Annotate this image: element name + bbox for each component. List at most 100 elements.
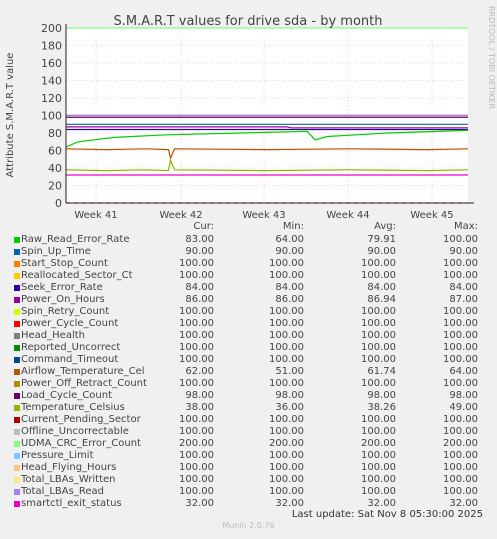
legend-value-max: 100.00: [443, 318, 478, 329]
legend-header-avg: Avg:: [374, 221, 396, 232]
legend-series-name: Total_LBAs_Written: [21, 474, 116, 485]
series-line-raw-read-error-rate: [65, 129, 469, 148]
legend-value-cur: 83.00: [185, 234, 214, 245]
legend-value-max: 84.00: [449, 282, 478, 293]
legend-value-avg: 100.00: [361, 378, 396, 389]
legend-value-cur: 100.00: [179, 486, 214, 497]
legend-value-avg: 100.00: [361, 354, 396, 365]
legend-row: Pressure_Limit 100.00 100.00 100.00 100.00: [14, 450, 484, 462]
y-axis-label: Attribute S.M.A.R.T value: [5, 53, 16, 178]
legend-row: smartctl_exit_status 32.00 32.00 32.00 32.00: [14, 498, 484, 510]
legend-value-avg: 100.00: [361, 270, 396, 281]
legend-value-max: 100.00: [443, 354, 478, 365]
legend-value-avg: 100.00: [361, 318, 396, 329]
legend-series-name: Pressure_Limit: [21, 450, 94, 461]
legend-value-avg: 100.00: [361, 342, 396, 353]
legend-value-avg: 100.00: [361, 426, 396, 437]
legend-value-cur: 100.00: [179, 474, 214, 485]
legend-row: Reallocated_Sector_Ct 100.00 100.00 100.00 1…: [14, 270, 484, 282]
legend-series-name: Power_Cycle_Count: [21, 318, 119, 329]
legend-value-cur: 90.00: [185, 246, 214, 257]
legend-value-cur: 100.00: [179, 258, 214, 269]
legend-swatch: [14, 273, 20, 279]
series-line-power-on-hours: [66, 126, 468, 129]
legend-value-cur: 62.00: [185, 366, 214, 377]
y-tick-label: 120: [41, 92, 62, 105]
legend-value-cur: 32.00: [185, 498, 214, 509]
legend-value-avg: 86.94: [367, 294, 396, 305]
x-tick-label: Week 43: [242, 210, 285, 221]
legend-row: Head_Health 100.00 100.00 100.00 100.00: [14, 330, 484, 342]
legend-value-max: 100.00: [443, 486, 478, 497]
legend-series-name: Seek_Error_Rate: [21, 282, 103, 293]
series-line-airflow-temperature-cel: [65, 148, 469, 161]
legend-value-avg: 100.00: [361, 414, 396, 425]
legend-swatch: [14, 429, 20, 435]
legend-series-name: Start_Stop_Count: [21, 258, 108, 269]
y-tick-label: 0: [55, 197, 62, 210]
legend-swatch: [14, 465, 20, 471]
legend-value-max: 100.00: [443, 450, 478, 461]
legend-header-max: Max:: [453, 221, 478, 232]
legend-row: Spin_Up_Time 90.00 90.00 90.00 90.00: [14, 246, 484, 258]
x-tick-label: Week 42: [159, 210, 202, 221]
legend-row: Total_LBAs_Read 100.00 100.00 100.00 100.00: [14, 486, 484, 498]
legend-value-min: 98.00: [275, 390, 304, 401]
legend-series-name: Total_LBAs_Read: [21, 486, 104, 497]
x-tick-label: Week 44: [326, 210, 369, 221]
legend-value-max: 87.00: [449, 294, 478, 305]
legend-value-max: 64.00: [449, 366, 478, 377]
legend-value-max: 100.00: [443, 414, 478, 425]
legend-value-cur: 38.00: [185, 402, 214, 413]
legend-value-cur: 98.00: [185, 390, 214, 401]
legend-value-cur: 100.00: [179, 462, 214, 473]
legend-value-max: 100.00: [443, 306, 478, 317]
legend-value-avg: 100.00: [361, 258, 396, 269]
legend-value-min: 100.00: [269, 270, 304, 281]
legend-value-max: 100.00: [443, 378, 478, 389]
legend-header-min: Min:: [282, 221, 304, 232]
y-tick-label: 80: [48, 127, 62, 140]
legend-series-name: Offline_Uncorrectable: [21, 426, 129, 437]
legend-swatch: [14, 405, 20, 411]
legend-swatch: [14, 369, 20, 375]
x-tick-label: Week 45: [410, 210, 453, 221]
legend-value-cur: 100.00: [179, 378, 214, 389]
legend-value-max: 98.00: [449, 390, 478, 401]
legend-value-min: 51.00: [275, 366, 304, 377]
legend-series-name: smartctl_exit_status: [21, 498, 122, 509]
legend-swatch: [14, 441, 20, 447]
legend-value-max: 100.00: [443, 462, 478, 473]
legend-value-avg: 38.26: [367, 402, 396, 413]
legend-value-min: 100.00: [269, 474, 304, 485]
y-tick-label: 160: [41, 57, 62, 70]
legend-series-name: Power_On_Hours: [21, 294, 105, 305]
legend-value-cur: 84.00: [185, 282, 214, 293]
legend-swatch: [14, 477, 20, 483]
legend-swatch: [14, 381, 20, 387]
legend-value-avg: 100.00: [361, 450, 396, 461]
legend-row: Current_Pending_Sector 100.00 100.00 100.00…: [14, 414, 484, 426]
legend-swatch: [14, 309, 20, 315]
legend-row: Power_Off_Retract_Count 100.00 100.00 100.0…: [14, 378, 484, 390]
legend-row: Offline_Uncorrectable 100.00 100.00 100.00 1…: [14, 426, 484, 438]
legend-swatch: [14, 261, 20, 267]
legend-header-cur: Cur:: [193, 221, 214, 232]
legend-value-avg: 79.91: [367, 234, 396, 245]
legend-swatch: [14, 453, 20, 459]
legend-value-min: 100.00: [269, 450, 304, 461]
series-line-temperature-celsius: [65, 158, 469, 172]
legend-value-max: 32.00: [449, 498, 478, 509]
legend-row: Temperature_Celsius 38.00 36.00 38.26 49.00: [14, 402, 484, 414]
legend-series-name: Command_Timeout: [21, 354, 119, 365]
legend-value-min: 100.00: [269, 378, 304, 389]
legend-value-avg: 200.00: [361, 438, 396, 449]
legend-value-cur: 100.00: [179, 330, 214, 341]
legend-swatch: [14, 321, 20, 327]
legend-series-name: Power_Off_Retract_Count: [21, 378, 147, 389]
legend-value-cur: 100.00: [179, 270, 214, 281]
legend-value-cur: 100.00: [179, 342, 214, 353]
legend-value-cur: 100.00: [179, 318, 214, 329]
legend-series-name: Head_Flying_Hours: [21, 462, 117, 473]
